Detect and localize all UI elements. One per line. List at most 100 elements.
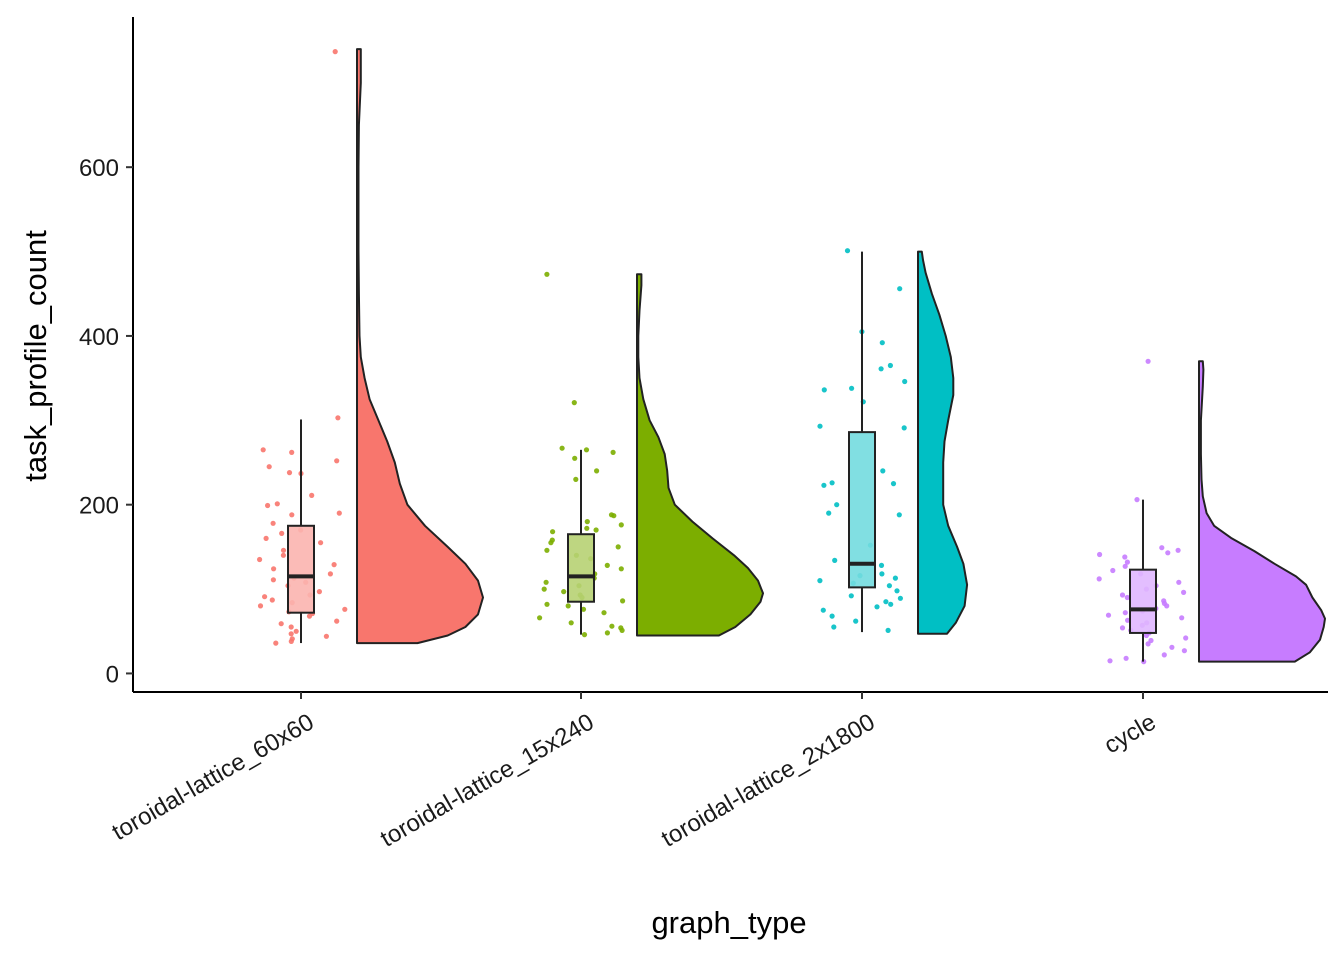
data-point	[316, 589, 322, 595]
data-point	[561, 589, 567, 595]
data-point	[278, 621, 284, 627]
data-point	[1181, 589, 1187, 596]
data-point	[265, 502, 271, 509]
data-point	[289, 449, 295, 455]
plot-area	[257, 48, 1326, 665]
data-point	[289, 512, 295, 518]
data-point	[832, 557, 838, 564]
data-point	[848, 593, 854, 599]
data-point	[1145, 358, 1151, 364]
data-point	[887, 362, 894, 369]
data-point	[565, 603, 571, 609]
data-point	[266, 464, 272, 470]
data-point	[1179, 615, 1185, 621]
data-point	[1119, 625, 1126, 631]
data-point	[280, 547, 287, 553]
data-point	[318, 540, 324, 546]
data-point	[1125, 617, 1131, 623]
data-point	[1107, 658, 1113, 664]
data-point	[844, 248, 851, 254]
data-point	[874, 604, 880, 610]
data-point	[604, 562, 610, 569]
data-point	[829, 613, 835, 619]
data-point	[293, 628, 299, 634]
data-point	[878, 366, 884, 372]
series-2	[537, 271, 764, 638]
data-point	[270, 577, 276, 583]
y-tick-label: 0	[106, 661, 119, 688]
data-point	[1119, 592, 1126, 598]
data-point	[332, 49, 338, 55]
series-4	[1096, 358, 1326, 665]
data-point	[879, 340, 885, 346]
violin-density	[917, 250, 969, 635]
y-tick-label: 200	[79, 493, 119, 520]
data-point	[1183, 635, 1189, 641]
data-point	[604, 630, 611, 636]
data-point	[894, 588, 900, 594]
data-point	[1181, 648, 1187, 654]
data-point	[279, 530, 285, 537]
data-point	[878, 562, 885, 569]
data-point	[883, 599, 889, 605]
data-point	[829, 480, 835, 486]
data-point	[1176, 579, 1182, 585]
box-iqr	[567, 533, 595, 603]
data-point	[288, 638, 294, 645]
data-point	[611, 513, 617, 519]
y-tick-label: 600	[79, 155, 119, 182]
y-tick-label: 400	[79, 324, 119, 351]
box-iqr	[848, 431, 876, 589]
data-point	[335, 415, 341, 421]
data-point	[601, 610, 607, 616]
data-point	[559, 445, 565, 451]
data-point	[274, 501, 280, 507]
series-1	[257, 48, 484, 646]
x-tick-label: toroidal-lattice_2x1800	[657, 709, 880, 853]
data-point	[888, 601, 894, 607]
data-point	[618, 522, 624, 528]
data-point	[880, 468, 886, 474]
data-point	[834, 502, 840, 508]
data-point	[581, 632, 588, 638]
data-point	[263, 535, 269, 542]
data-point	[1145, 641, 1151, 647]
data-point	[1169, 644, 1175, 650]
y-axis-ticks: 0 200 400 600	[79, 155, 133, 688]
data-point	[1134, 497, 1140, 503]
y-axis-title: task_profile_count	[18, 230, 53, 482]
data-point	[1122, 563, 1128, 569]
data-point	[280, 552, 286, 558]
data-point	[831, 624, 837, 630]
data-point	[892, 575, 899, 581]
violin-density	[636, 273, 764, 637]
data-point	[1161, 652, 1167, 658]
data-point	[853, 618, 859, 624]
data-point	[262, 594, 268, 600]
data-point	[1159, 545, 1165, 551]
data-point	[257, 603, 264, 609]
data-point	[537, 615, 543, 621]
data-point	[897, 286, 903, 292]
data-point	[288, 631, 294, 637]
data-point	[327, 571, 333, 577]
violin-density	[1198, 360, 1326, 663]
data-point	[1105, 612, 1112, 618]
data-point	[271, 566, 277, 572]
x-axis-ticks: toroidal-lattice_60x60 toroidal-lattice_1…	[107, 692, 1161, 853]
data-point	[821, 387, 827, 393]
data-point	[334, 458, 340, 464]
data-point	[902, 378, 908, 385]
data-point	[609, 623, 615, 629]
data-point	[885, 627, 891, 634]
data-point	[1124, 594, 1130, 601]
data-point	[548, 540, 554, 546]
data-point	[306, 613, 313, 619]
data-point	[1148, 637, 1154, 644]
data-point	[821, 482, 827, 488]
data-point	[615, 544, 621, 550]
data-point	[1110, 567, 1116, 574]
data-point	[886, 583, 893, 589]
data-point	[1122, 610, 1128, 616]
